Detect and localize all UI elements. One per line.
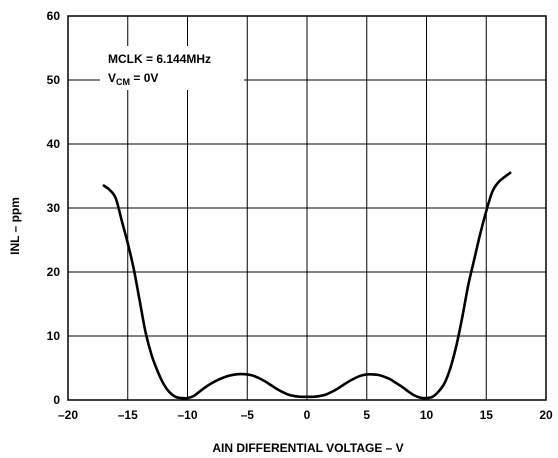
y-tick-label: 10 (47, 329, 61, 343)
x-tick-label: –5 (241, 408, 255, 422)
y-axis-title: INL – ppm (8, 197, 22, 255)
y-tick-label: 30 (47, 201, 61, 215)
x-tick-label: –10 (177, 408, 197, 422)
tick-labels: –20 –15 –10 –5 0 5 10 15 20 0 10 20 30 40 50 60 (47, 9, 553, 422)
x-tick-label: 5 (363, 408, 370, 422)
annotation-mclk: MCLK = 6.144MHz (108, 52, 211, 66)
y-tick-label: 60 (47, 9, 61, 23)
x-tick-label: 15 (480, 408, 494, 422)
annotation-background (100, 46, 244, 90)
y-tick-label: 20 (47, 265, 61, 279)
x-axis-title: AIN DIFFERENTIAL VOLTAGE – V (212, 441, 403, 455)
y-tick-label: 50 (47, 73, 61, 87)
plot-frame (67, 15, 547, 401)
x-tick-label: 0 (304, 408, 311, 422)
y-tick-label: 0 (53, 393, 60, 407)
annotation-vcm-sub: CM (116, 77, 130, 87)
x-tick-label: 10 (420, 408, 434, 422)
y-tick-label: 40 (47, 137, 61, 151)
x-tick-label: –15 (118, 408, 138, 422)
annotation-vcm-prefix: V (108, 71, 116, 85)
annotation-vcm: VCM = 0V (108, 71, 158, 87)
annotation-vcm-suffix: = 0V (130, 71, 158, 85)
x-tick-label: 20 (539, 408, 553, 422)
x-tick-label: –20 (58, 408, 78, 422)
inl-curve (102, 171, 512, 400)
